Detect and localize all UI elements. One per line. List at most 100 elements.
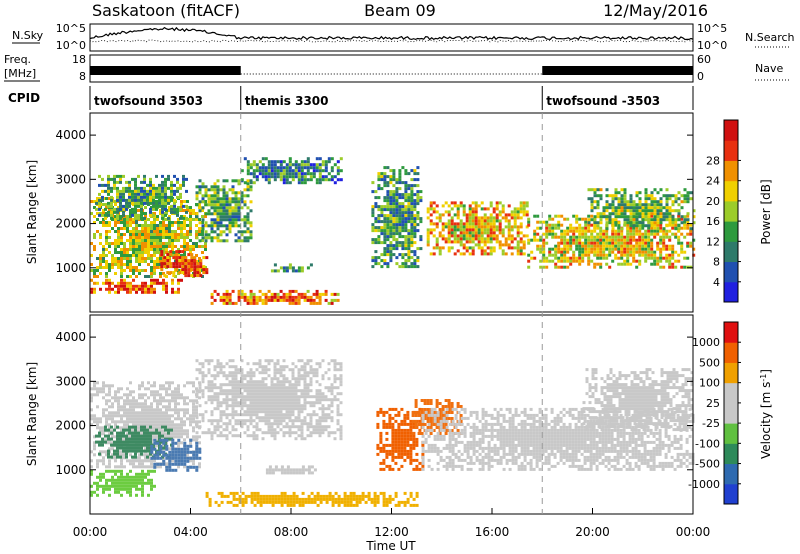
power-echo-cell bbox=[294, 298, 298, 302]
velocity-echo-cell bbox=[117, 399, 120, 403]
velocity-echo-cell bbox=[120, 487, 123, 491]
power-echo-cell bbox=[96, 230, 99, 233]
power-echo-cell bbox=[144, 251, 147, 254]
power-echo-cell bbox=[99, 197, 102, 200]
power-echo-cell bbox=[492, 219, 496, 223]
velocity-echo-cell bbox=[174, 405, 177, 409]
power-echo-cell bbox=[453, 213, 457, 217]
power-echo-cell bbox=[324, 166, 328, 170]
power-echo-cell bbox=[692, 253, 696, 257]
power-echo-cell bbox=[210, 197, 214, 201]
nave-tick-top: 60 bbox=[697, 53, 711, 66]
power-echo-cell bbox=[635, 244, 639, 248]
velocity-echo-cell bbox=[273, 404, 277, 408]
power-echo-cell bbox=[210, 185, 214, 189]
velocity-echo-cell bbox=[249, 404, 253, 408]
power-echo-cell bbox=[170, 207, 173, 211]
power-echo-cell bbox=[596, 206, 600, 210]
velocity-echo-cell bbox=[231, 410, 235, 414]
power-echo-cell bbox=[689, 265, 693, 269]
power-echo-cell bbox=[234, 239, 238, 243]
power-echo-cell bbox=[219, 218, 223, 222]
power-echo-cell bbox=[258, 166, 262, 170]
velocity-echo-cell bbox=[111, 384, 114, 388]
power-echo-cell bbox=[683, 256, 687, 260]
power-echo-cell bbox=[683, 197, 687, 201]
power-echo-cell bbox=[300, 269, 304, 273]
power-echo-cell bbox=[542, 265, 546, 269]
power-echo-cell bbox=[456, 207, 460, 211]
power-echo-cell bbox=[599, 226, 603, 230]
power-echo-cell bbox=[228, 200, 232, 204]
velocity-echo-cell bbox=[285, 365, 289, 369]
power-echo-cell bbox=[507, 213, 511, 217]
velocity-echo-cell bbox=[249, 383, 253, 387]
power-echo-cell bbox=[300, 295, 304, 299]
power-echo-cell bbox=[510, 210, 514, 214]
power-echo-cell bbox=[134, 210, 137, 214]
velocity-echo-cell bbox=[126, 411, 129, 415]
velocity-echo-cell bbox=[138, 472, 141, 476]
power-echo-cell bbox=[160, 265, 164, 269]
velocity-echo-cell bbox=[249, 413, 253, 417]
power-echo-cell bbox=[530, 250, 534, 254]
power-echo-cell bbox=[149, 186, 152, 190]
velocity-echo-cell bbox=[198, 441, 201, 445]
power-echo-cell bbox=[126, 290, 129, 294]
nsearch-trace bbox=[89, 39, 694, 43]
power-echo-cell bbox=[114, 215, 117, 218]
power-echo-cell bbox=[306, 289, 310, 293]
velocity-echo-cell bbox=[167, 437, 170, 441]
power-echo-cell bbox=[489, 234, 493, 238]
velocity-echo-cell bbox=[276, 431, 280, 435]
power-echo-cell bbox=[389, 196, 393, 200]
power-echo-cell bbox=[195, 185, 199, 189]
power-echo-cell bbox=[450, 240, 454, 244]
power-echo-cell bbox=[513, 225, 517, 229]
power-echo-cell bbox=[578, 235, 582, 239]
power-echo-cell bbox=[185, 216, 188, 220]
velocity-echo-cell bbox=[159, 408, 162, 412]
power-echo-cell bbox=[120, 278, 123, 282]
power-echo-cell bbox=[533, 232, 537, 236]
power-echo-cell bbox=[291, 169, 295, 173]
power-echo-cell bbox=[548, 259, 552, 263]
power-echo-cell bbox=[153, 269, 156, 272]
velocity-echo-cell bbox=[114, 399, 117, 403]
velocity-echo-cell bbox=[113, 428, 116, 432]
power-echo-cell bbox=[195, 215, 199, 219]
power-echo-cell bbox=[410, 169, 414, 173]
velocity-echo-cell bbox=[132, 429, 135, 433]
power-echo-cell bbox=[465, 237, 469, 241]
velocity-echo-cell bbox=[105, 465, 108, 469]
velocity-echo-cell bbox=[138, 420, 141, 424]
power-echo-cell bbox=[498, 228, 502, 232]
power-echo-cell bbox=[545, 232, 549, 236]
power-echo-cell bbox=[459, 201, 463, 205]
velocity-echo-cell bbox=[264, 431, 268, 435]
velocity-echo-cell bbox=[137, 431, 140, 435]
velocity-echo-cell bbox=[273, 437, 277, 441]
velocity-echo-cell bbox=[264, 422, 268, 426]
power-echo-cell bbox=[153, 245, 156, 248]
velocity-echo-cell bbox=[101, 443, 104, 447]
power-echo-cell bbox=[117, 251, 120, 254]
power-echo-cell bbox=[674, 194, 678, 198]
power-echo-cell bbox=[276, 298, 280, 302]
velocity-echo-cell bbox=[246, 419, 250, 423]
power-echo-cell bbox=[614, 191, 618, 195]
power-echo-cell bbox=[113, 183, 116, 187]
nsky-trace bbox=[89, 26, 694, 41]
power-echo-cell bbox=[569, 256, 573, 260]
power-echo-cell bbox=[392, 202, 396, 206]
power-echo-cell bbox=[665, 194, 669, 198]
power-echo-cell bbox=[135, 290, 138, 294]
power-echo-cell bbox=[468, 219, 472, 223]
power-echo-cell bbox=[560, 250, 564, 254]
power-echo-cell bbox=[386, 262, 390, 266]
velocity-echo-cell bbox=[126, 414, 129, 418]
velocity-echo-cell bbox=[119, 455, 122, 459]
power-echo-cell bbox=[210, 239, 214, 243]
power-echo-cell bbox=[132, 248, 135, 251]
velocity-echo-cell bbox=[240, 380, 244, 384]
